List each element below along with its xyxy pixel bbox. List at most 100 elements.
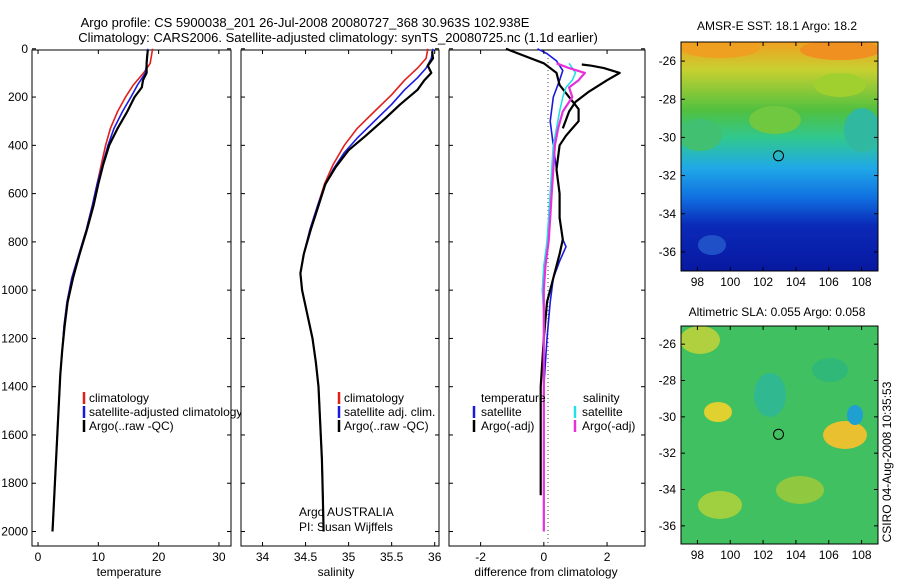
y-tick-label: -30 xyxy=(659,130,677,144)
figure-title-line2: Climatology: CARS2006. Satellite-adjuste… xyxy=(78,30,598,45)
salinity-legend: climatology satellite adj. clim. Argo(..… xyxy=(337,391,435,433)
difference-legend: temperature satellite Argo(-adj) salinit… xyxy=(472,391,635,433)
sst-warm-patch xyxy=(814,73,866,97)
salinity-ticks: 34 34.5 35 35.5 36 xyxy=(241,48,442,564)
difference-series xyxy=(505,47,621,532)
salinity-panel: 34 34.5 35 35.5 36 salinity climatology sate… xyxy=(240,48,442,579)
series-line-argo-raw-qc- xyxy=(51,49,149,532)
sla-low-patch xyxy=(754,373,786,417)
x-tick-label: 102 xyxy=(753,275,773,289)
sst-warm-patch xyxy=(749,106,801,134)
sst-cold-patch xyxy=(698,235,726,255)
difference-xlabel: difference from climatology xyxy=(474,565,617,579)
x-tick-label: 0 xyxy=(35,550,42,564)
x-tick-label: 0 xyxy=(540,550,547,564)
x-tick-label: 10 xyxy=(92,550,106,564)
sst-cool-patch xyxy=(844,108,878,152)
y-tick-label: 1600 xyxy=(1,428,28,442)
y-tick-label: -28 xyxy=(659,374,677,388)
sst-argo-marker xyxy=(773,150,784,162)
x-tick-label: 104 xyxy=(786,548,806,562)
series-line-argo-temperature xyxy=(561,63,621,129)
x-tick-label: 36 xyxy=(428,550,442,564)
sla-side-label: CSIRO 04-Aug-2008 10:35:53 xyxy=(880,381,894,542)
y-tick-label: -26 xyxy=(659,337,677,351)
x-tick-label: 98 xyxy=(691,548,705,562)
y-tick-label: 600 xyxy=(8,187,28,201)
y-tick-label: 800 xyxy=(8,235,28,249)
salinity-axes xyxy=(240,49,440,547)
y-tick-label: 200 xyxy=(8,90,28,104)
x-tick-label: 34.5 xyxy=(294,550,318,564)
temperature-xlabel: temperature xyxy=(97,565,162,579)
sla-high-patch xyxy=(776,476,824,504)
x-tick-label: 20 xyxy=(152,550,166,564)
x-tick-label: 102 xyxy=(753,548,773,562)
x-tick-label: 34 xyxy=(256,550,270,564)
x-tick-label: 106 xyxy=(819,548,839,562)
y-tick-label: -34 xyxy=(659,483,677,497)
temperature-ticks: 0 10 20 30 0 200 400 600 800 1000 1200 1400 1600 1800… xyxy=(1,42,231,564)
y-tick-label: 1000 xyxy=(1,283,28,297)
y-tick-label: -32 xyxy=(659,446,677,460)
sst-warm-patch xyxy=(681,42,760,58)
legend-label-satellite: satellite-adjusted climatology xyxy=(89,405,242,419)
sla-high-patch xyxy=(823,421,867,449)
y-tick-label: -32 xyxy=(659,169,677,183)
y-tick-label: 2000 xyxy=(1,525,28,539)
sst-warm-patch xyxy=(800,42,878,60)
y-tick-label: -26 xyxy=(659,54,677,68)
x-tick-label: 35.5 xyxy=(380,550,404,564)
series-line-salinity-argo-adj- xyxy=(542,62,586,532)
difference-ticks: -2 0 2 xyxy=(449,48,645,564)
x-tick-label: 100 xyxy=(720,548,740,562)
sla-map-axes xyxy=(680,325,879,545)
salinity-series xyxy=(299,48,435,532)
legend-label-argo: Argo(..raw -QC) xyxy=(344,419,429,433)
sst-cool-patch xyxy=(681,119,722,151)
temperature-axes xyxy=(31,49,232,547)
series-line-argo-raw-qc- xyxy=(299,51,435,532)
sla-low-patch xyxy=(812,358,848,382)
x-tick-label: -2 xyxy=(475,550,486,564)
x-tick-label: 35 xyxy=(342,550,356,564)
y-tick-label: 1800 xyxy=(1,476,28,490)
x-tick-label: 98 xyxy=(691,275,705,289)
y-tick-label: -28 xyxy=(659,92,677,106)
salinity-annotation-line1: Argo AUSTRALIA xyxy=(299,505,394,519)
sla-map-panel: Altimetric SLA: 0.055 Argo: 0.058 98 100 1… xyxy=(659,305,894,562)
legend-title-temperature: temperature xyxy=(481,391,546,405)
sst-map-panel: AMSR-E SST: 18.1 Argo: 18.2 98 100 102 104 1… xyxy=(659,19,879,289)
legend-label-sal-satellite: satellite xyxy=(582,405,623,419)
y-tick-label: 1400 xyxy=(1,380,28,394)
sst-map-axes xyxy=(680,41,879,272)
sla-map-ticks: 98 100 102 104 106 108 -26 -28 -30 -32 -34 -36 xyxy=(659,326,878,562)
legend-label-sal-argo: Argo(-adj) xyxy=(582,419,635,433)
sla-map-title: Altimetric SLA: 0.055 Argo: 0.058 xyxy=(689,305,866,319)
difference-panel: -2 0 2 difference from climatology tempera… xyxy=(448,47,646,579)
sla-low-patch xyxy=(847,405,863,425)
x-tick-label: 106 xyxy=(819,275,839,289)
legend-label-temp-satellite: satellite xyxy=(481,405,522,419)
sla-high-patch xyxy=(681,326,720,354)
x-tick-label: 30 xyxy=(212,550,226,564)
salinity-annotation-line2: PI: Susan Wijffels xyxy=(299,520,393,534)
y-tick-label: 0 xyxy=(21,42,28,56)
temperature-series xyxy=(51,48,154,532)
temperature-legend: climatology satellite-adjusted climatolo… xyxy=(82,391,242,433)
sla-argo-marker xyxy=(773,428,784,440)
legend-label-climatology: climatology xyxy=(344,391,404,405)
sla-high-patch xyxy=(698,491,742,519)
sla-high-patch xyxy=(704,402,732,422)
y-tick-label: -30 xyxy=(659,410,677,424)
temperature-panel: 0 10 20 30 0 200 400 600 800 1000 1200 1400 1600 1800… xyxy=(1,42,242,579)
x-tick-label: 108 xyxy=(852,548,872,562)
legend-label-climatology: climatology xyxy=(89,391,149,405)
legend-label-satellite: satellite adj. clim. xyxy=(344,405,435,419)
y-tick-label: 1200 xyxy=(1,331,28,345)
x-tick-label: 100 xyxy=(720,275,740,289)
salinity-xlabel: salinity xyxy=(318,565,355,579)
legend-label-argo: Argo(..raw -QC) xyxy=(89,419,174,433)
y-tick-label: -36 xyxy=(659,519,677,533)
